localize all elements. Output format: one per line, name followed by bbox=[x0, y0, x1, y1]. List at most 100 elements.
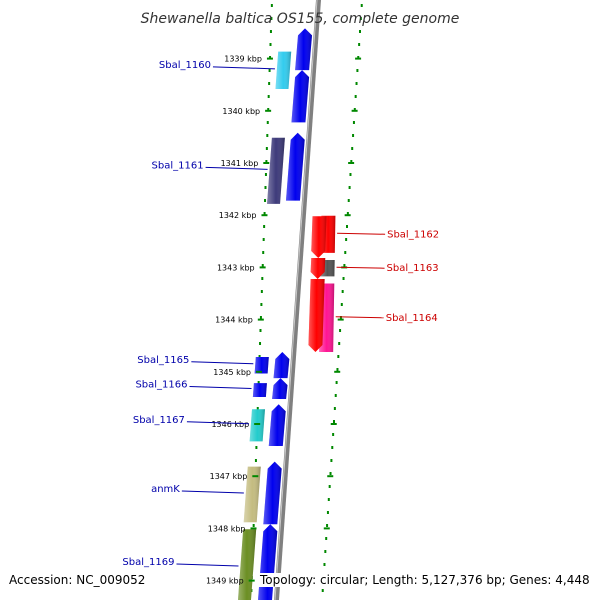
gene-arrow-shading bbox=[263, 461, 282, 525]
ring-dot bbox=[260, 303, 263, 306]
ring-dot bbox=[270, 17, 273, 20]
cog-block-shading bbox=[243, 466, 261, 523]
ring-dot bbox=[265, 147, 268, 150]
ring-dot bbox=[269, 56, 272, 59]
gene-label[interactable]: anmK bbox=[151, 484, 180, 495]
ring-dot bbox=[255, 446, 258, 449]
accession-text: Accession: NC_009052 bbox=[9, 573, 146, 587]
gene-leader-line bbox=[337, 232, 386, 235]
gene-leader-line bbox=[176, 563, 239, 567]
ring-dot bbox=[326, 524, 329, 527]
gene-leader-line bbox=[336, 266, 385, 269]
gene-labels: Sbal_1160 Sbal_1161 Sbal_1162 Sbal_1163 Sbal… bbox=[122, 60, 439, 568]
ring-dot bbox=[360, 4, 363, 7]
gene-label[interactable]: Sbal_1160 bbox=[159, 60, 211, 71]
gene-label[interactable]: Sbal_1167 bbox=[133, 415, 185, 426]
ring-dot bbox=[331, 446, 334, 449]
backbone bbox=[274, 0, 321, 600]
tick-mark-outer bbox=[355, 57, 362, 60]
tick-mark-inner bbox=[266, 57, 273, 60]
ring-dot bbox=[357, 56, 360, 59]
ring-dot bbox=[261, 277, 264, 280]
ring-dot bbox=[267, 95, 270, 98]
ring-dot bbox=[333, 407, 336, 410]
ring-dot bbox=[336, 368, 339, 371]
cog-block-shading bbox=[252, 383, 267, 397]
ring-dot bbox=[352, 121, 355, 124]
ring-dot bbox=[354, 95, 357, 98]
cog-block-shading bbox=[275, 51, 292, 90]
gene-label[interactable]: Sbal_1161 bbox=[152, 160, 204, 171]
ring-dot bbox=[260, 290, 263, 293]
ring-dot bbox=[347, 199, 350, 202]
gene-arrow-shading bbox=[311, 216, 327, 259]
ring-dot bbox=[333, 420, 335, 423]
ring-dot bbox=[339, 316, 342, 319]
ring-dot bbox=[326, 511, 329, 514]
tick-mark-outer bbox=[327, 475, 334, 478]
ring-dot bbox=[263, 225, 266, 228]
ring-dot bbox=[269, 30, 272, 33]
ring-dot bbox=[355, 82, 358, 85]
gene-arrow-shading bbox=[308, 278, 325, 353]
gene-label[interactable]: Sbal_1165 bbox=[137, 355, 189, 366]
tick-label: 1347 kbp bbox=[210, 472, 248, 481]
ring-dot bbox=[351, 147, 354, 150]
ring-dot bbox=[324, 550, 327, 553]
tick-mark-inner bbox=[263, 162, 270, 164]
tick-mark-inner bbox=[265, 109, 272, 112]
tick-mark-outer bbox=[344, 214, 351, 217]
gene-label[interactable]: Sbal_1169 bbox=[122, 557, 174, 568]
gene-leader-line bbox=[205, 166, 268, 170]
tick-mark-outer bbox=[351, 109, 358, 112]
ring-dot bbox=[346, 225, 348, 228]
ring-dot bbox=[344, 251, 347, 254]
gene-label[interactable]: Sbal_1163 bbox=[387, 263, 439, 274]
ring-dot bbox=[327, 498, 330, 501]
ring-dot bbox=[334, 394, 337, 397]
ring-dot bbox=[257, 381, 260, 384]
ring-dot bbox=[264, 186, 267, 189]
tick-mark-inner bbox=[255, 370, 262, 373]
topology-text: Topology: circular; Length: 5,127,376 bp… bbox=[258, 573, 592, 587]
ring-dot bbox=[259, 316, 262, 319]
ring-dot bbox=[343, 264, 346, 267]
ring-dot bbox=[264, 173, 267, 176]
gene-label[interactable]: Sbal_1164 bbox=[386, 313, 438, 324]
ring-dot bbox=[266, 121, 269, 124]
tick-mark-outer bbox=[348, 162, 355, 164]
tick-label: 1349 kbp bbox=[206, 577, 244, 586]
tick-mark-outer bbox=[323, 527, 330, 530]
ring-dot bbox=[254, 459, 257, 462]
gene-arrow-shading bbox=[291, 70, 310, 123]
scale-ticks: 1339 kbp 1340 kbp 1341 kbp 1342 kbp 1343 kbp… bbox=[206, 55, 362, 586]
cog-block-shading bbox=[238, 529, 257, 600]
tick-label: 1339 kbp bbox=[224, 55, 262, 64]
ring-dot bbox=[353, 108, 356, 111]
ring-dot bbox=[328, 485, 331, 488]
gene-leader-line bbox=[212, 66, 275, 70]
tick-label: 1348 kbp bbox=[208, 524, 246, 533]
ring-dot bbox=[258, 355, 261, 358]
tick-mark-inner bbox=[252, 475, 259, 478]
ring-dot bbox=[340, 303, 343, 306]
gene-arrow-shading bbox=[285, 132, 305, 201]
gene-arrow-shading bbox=[272, 378, 288, 399]
gene-leader-line bbox=[181, 490, 244, 494]
map-title: Shewanella baltica OS155, complete genom… bbox=[141, 11, 460, 27]
gene-label[interactable]: Sbal_1162 bbox=[387, 229, 439, 240]
ring-dot bbox=[339, 329, 342, 332]
tick-mark-inner bbox=[257, 318, 264, 321]
ring-dot bbox=[345, 238, 348, 241]
ring-dot bbox=[268, 82, 271, 85]
cog-block-shading bbox=[267, 137, 285, 204]
cog-block-shading bbox=[249, 409, 265, 442]
gene-label[interactable]: Sbal_1166 bbox=[135, 380, 187, 391]
ring-dot bbox=[262, 251, 265, 254]
tick-label: 1341 kbp bbox=[221, 159, 259, 168]
ring-dot bbox=[268, 69, 271, 72]
ring-dot bbox=[259, 342, 262, 345]
ring-dot bbox=[341, 290, 344, 293]
ring-dot bbox=[262, 238, 265, 241]
